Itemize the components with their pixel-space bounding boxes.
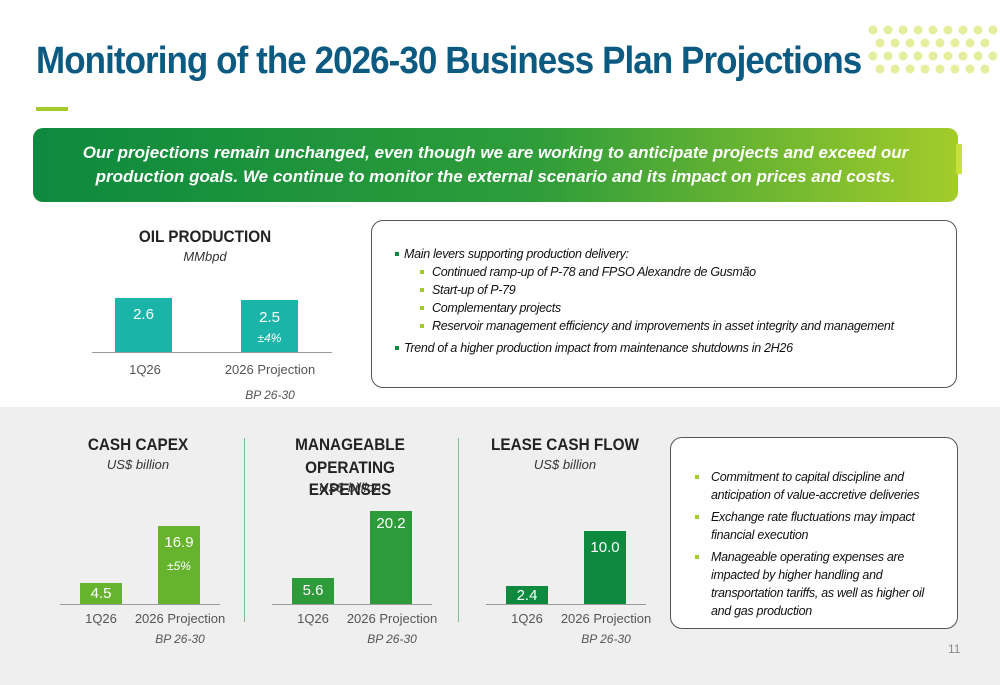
page-number: 11 (948, 642, 961, 656)
banner-text: Our projections remain unchanged, even t… (82, 143, 909, 186)
decoration-dot (920, 38, 930, 48)
oil-bar-1q26: 2.6 (115, 298, 172, 352)
capex-category-projection: 2026 Projection (134, 611, 226, 626)
lever-item: Trend of a higher production impact from… (394, 339, 942, 357)
lease-category-projection-sub: BP 26-30 (581, 632, 631, 646)
capex-bar-projection: 16.9 ±5% (158, 526, 200, 604)
lease-unit: US$ billion (533, 457, 597, 472)
lease-bar-1q26: 2.4 (506, 586, 548, 604)
decoration-dot (883, 25, 893, 35)
opex-title-line2: OPERATING EXPENSES (305, 458, 395, 499)
decoration-dot (958, 51, 968, 61)
decoration-dot (928, 25, 938, 35)
lease-bar-1q26-value: 2.4 (516, 587, 538, 604)
title-underline (36, 107, 68, 111)
capital-note-item: Exchange rate fluctuations may impact fi… (685, 508, 943, 544)
decoration-dot (943, 25, 953, 35)
decoration-dot (920, 64, 930, 74)
opex-category-projection: 2026 Projection (346, 611, 438, 626)
capex-category-projection-sub: BP 26-30 (155, 632, 205, 646)
decoration-dot (988, 25, 998, 35)
decoration-dot (868, 51, 878, 61)
decoration-dot (965, 64, 975, 74)
dot-pattern-decoration (868, 25, 998, 74)
decoration-dot (875, 38, 885, 48)
lease-bar-projection-value: 10.0 (590, 539, 620, 556)
decoration-dot (898, 51, 908, 61)
opex-unit: US$ billion (318, 480, 382, 495)
opex-chart-baseline (272, 604, 432, 605)
oil-category-1q26: 1Q26 (129, 362, 161, 377)
decoration-dot (973, 51, 983, 61)
capex-bar-projection-range: ±5% (167, 559, 191, 573)
capital-note-item: Commitment to capital discipline and ant… (685, 468, 943, 504)
decoration-dot (898, 25, 908, 35)
lever-item: Reservoir management efficiency and impr… (394, 317, 942, 335)
lease-chart-baseline (486, 604, 646, 605)
opex-bar-projection-value: 20.2 (376, 515, 406, 532)
lease-title: LEASE CASH FLOW (491, 435, 639, 454)
lease-bar-projection: 10.0 (584, 531, 626, 604)
decoration-dot (928, 51, 938, 61)
section-divider-2 (458, 438, 459, 622)
capex-chart-baseline (60, 604, 220, 605)
opex-bar-projection: 20.2 (370, 511, 412, 604)
capex-category-1q26: 1Q26 (85, 611, 117, 626)
capital-notes-list: Commitment to capital discipline and ant… (685, 468, 943, 620)
lease-category-1q26: 1Q26 (511, 611, 543, 626)
capital-note-item: Manageable operating expenses are impact… (685, 548, 943, 620)
decoration-dot (890, 38, 900, 48)
decoration-dot (875, 64, 885, 74)
summary-banner: Our projections remain unchanged, even t… (33, 128, 962, 202)
lever-item: Main levers supporting production delive… (394, 245, 942, 263)
opex-category-1q26: 1Q26 (297, 611, 329, 626)
lease-category-projection: 2026 Projection (560, 611, 652, 626)
opex-bar-1q26: 5.6 (292, 578, 334, 604)
decoration-dot (913, 25, 923, 35)
decoration-dot (965, 38, 975, 48)
decoration-dot (973, 25, 983, 35)
cash-capex-unit: US$ billion (106, 457, 170, 472)
decoration-dot (890, 64, 900, 74)
decoration-dot (905, 64, 915, 74)
oil-bar-projection: 2.5 ±4% (241, 300, 298, 352)
oil-production-unit: MMbpd (183, 249, 227, 264)
banner-tab-decoration (956, 144, 962, 174)
section-divider-1 (244, 438, 245, 622)
decoration-dot (980, 64, 990, 74)
oil-category-projection-sub: BP 26-30 (245, 388, 295, 402)
opex-title-line1: MANAGEABLE (295, 435, 405, 454)
opex-category-projection-sub: BP 26-30 (367, 632, 417, 646)
oil-production-title: OIL PRODUCTION (138, 227, 272, 246)
decoration-dot (913, 51, 923, 61)
oil-bar-1q26-value: 2.6 (133, 306, 154, 323)
capital-notes-box: Commitment to capital discipline and ant… (670, 437, 958, 629)
opex-bar-1q26-value: 5.6 (302, 582, 324, 599)
decoration-dot (883, 51, 893, 61)
production-levers-list: Main levers supporting production delive… (394, 245, 942, 357)
capex-bar-projection-value: 16.9 (164, 534, 194, 551)
decoration-dot (950, 64, 960, 74)
capex-bar-1q26-value: 4.5 (90, 585, 112, 602)
decoration-dot (958, 25, 968, 35)
oil-bar-projection-value: 2.5 (259, 309, 280, 326)
decoration-dot (988, 51, 998, 61)
decoration-dot (980, 38, 990, 48)
decoration-dot (935, 38, 945, 48)
oil-chart-baseline (92, 352, 332, 353)
lever-item: Complementary projects (394, 299, 942, 317)
decoration-dot (905, 38, 915, 48)
page-title: Monitoring of the 2026-30 Business Plan … (36, 40, 862, 82)
capex-bar-1q26: 4.5 (80, 583, 122, 604)
decoration-dot (950, 38, 960, 48)
oil-category-projection: 2026 Projection (224, 362, 316, 377)
oil-bar-projection-range: ±4% (257, 331, 282, 345)
decoration-dot (935, 64, 945, 74)
decoration-dot (868, 25, 878, 35)
lever-item: Start-up of P-79 (394, 281, 942, 299)
lever-item: Continued ramp-up of P-78 and FPSO Alexa… (394, 263, 942, 281)
decoration-dot (943, 51, 953, 61)
cash-capex-title: CASH CAPEX (87, 435, 189, 454)
production-levers-box: Main levers supporting production delive… (371, 220, 957, 388)
